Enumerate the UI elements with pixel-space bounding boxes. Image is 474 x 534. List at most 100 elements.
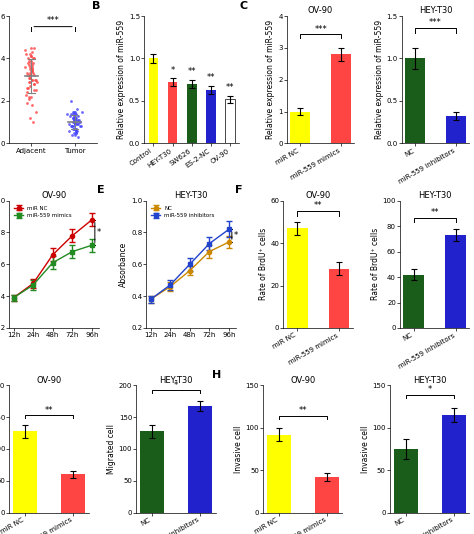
Point	[25, 56, 33, 65]
Point	[26, 50, 34, 59]
Point	[27, 73, 34, 82]
Point	[23, 69, 31, 77]
Point	[71, 114, 78, 122]
Text: C: C	[240, 1, 248, 11]
Point	[32, 86, 40, 95]
Bar	[331, 54, 351, 143]
Point	[27, 58, 34, 67]
Point	[73, 120, 81, 129]
Point	[22, 62, 29, 71]
Point	[69, 131, 76, 139]
Point	[31, 44, 38, 52]
Bar	[315, 477, 339, 513]
Title: OV-90: OV-90	[305, 191, 331, 200]
Y-axis label: Rate of BrdU⁺ cells: Rate of BrdU⁺ cells	[258, 228, 267, 301]
Point	[71, 120, 79, 129]
Y-axis label: Relative expression of miR-559: Relative expression of miR-559	[266, 20, 275, 139]
Point	[26, 77, 34, 86]
Point	[73, 127, 81, 135]
Point	[71, 109, 79, 118]
Text: **: **	[226, 83, 235, 92]
Point	[72, 124, 80, 133]
Point	[71, 114, 79, 122]
Bar	[267, 435, 291, 513]
Point	[28, 67, 36, 75]
Point	[72, 118, 80, 127]
Point	[28, 67, 36, 75]
Point	[71, 118, 78, 127]
Point	[67, 109, 75, 118]
Title: OV-90: OV-90	[36, 375, 62, 384]
Point	[28, 101, 36, 109]
Point	[23, 99, 31, 107]
Point	[27, 52, 35, 61]
Title: HEY-T30: HEY-T30	[419, 6, 452, 15]
Text: **: **	[299, 406, 307, 415]
Point	[28, 65, 36, 73]
Text: ***: ***	[47, 15, 59, 25]
Bar	[393, 449, 418, 513]
Y-axis label: Relative expression of miR-559: Relative expression of miR-559	[117, 20, 126, 139]
Point	[63, 109, 71, 118]
Point	[25, 77, 33, 86]
Point	[71, 120, 79, 129]
Point	[28, 60, 36, 69]
Point	[65, 127, 73, 135]
Point	[76, 122, 83, 131]
Point	[75, 118, 83, 127]
Point	[72, 127, 80, 135]
Title: HEY-T30: HEY-T30	[174, 191, 208, 200]
Point	[30, 86, 37, 95]
Point	[73, 114, 80, 122]
Point	[24, 58, 32, 67]
Point	[29, 69, 36, 77]
Point	[70, 116, 78, 124]
Point	[26, 92, 33, 101]
Bar	[140, 431, 164, 513]
Point	[67, 97, 74, 105]
Point	[71, 114, 79, 122]
Text: E: E	[97, 185, 105, 195]
Point	[76, 118, 83, 127]
Point	[74, 116, 82, 124]
Bar	[442, 415, 465, 513]
Title: OV-90: OV-90	[290, 375, 315, 384]
Point	[27, 44, 34, 52]
Point	[28, 62, 36, 71]
Point	[77, 122, 84, 131]
Point	[79, 107, 86, 116]
Text: *: *	[428, 385, 432, 394]
Point	[72, 127, 80, 135]
Point	[30, 80, 37, 88]
Point	[72, 131, 79, 139]
Text: ***: ***	[429, 18, 442, 27]
Point	[24, 84, 32, 92]
Point	[27, 56, 35, 65]
Title: HEY-T30: HEY-T30	[159, 375, 193, 384]
Text: *: *	[97, 228, 101, 237]
Point	[75, 116, 83, 124]
Point	[74, 133, 82, 142]
Title: OV-90: OV-90	[308, 6, 333, 15]
Point	[72, 120, 79, 129]
Point	[67, 122, 75, 131]
Point	[26, 73, 33, 82]
Point	[23, 84, 30, 92]
Y-axis label: Rate of BrdU⁺ cells: Rate of BrdU⁺ cells	[371, 228, 380, 301]
Point	[26, 95, 33, 103]
Text: *: *	[174, 381, 178, 390]
Bar	[445, 235, 466, 328]
Point	[22, 50, 30, 59]
Point	[70, 118, 77, 127]
Bar	[168, 82, 177, 143]
Point	[26, 73, 33, 82]
Point	[72, 129, 80, 137]
Point	[70, 124, 77, 133]
Point	[27, 67, 35, 75]
Point	[71, 124, 79, 133]
Bar	[188, 406, 212, 513]
Point	[24, 54, 32, 62]
Point	[23, 88, 31, 97]
Point	[70, 107, 78, 116]
Point	[72, 107, 79, 116]
